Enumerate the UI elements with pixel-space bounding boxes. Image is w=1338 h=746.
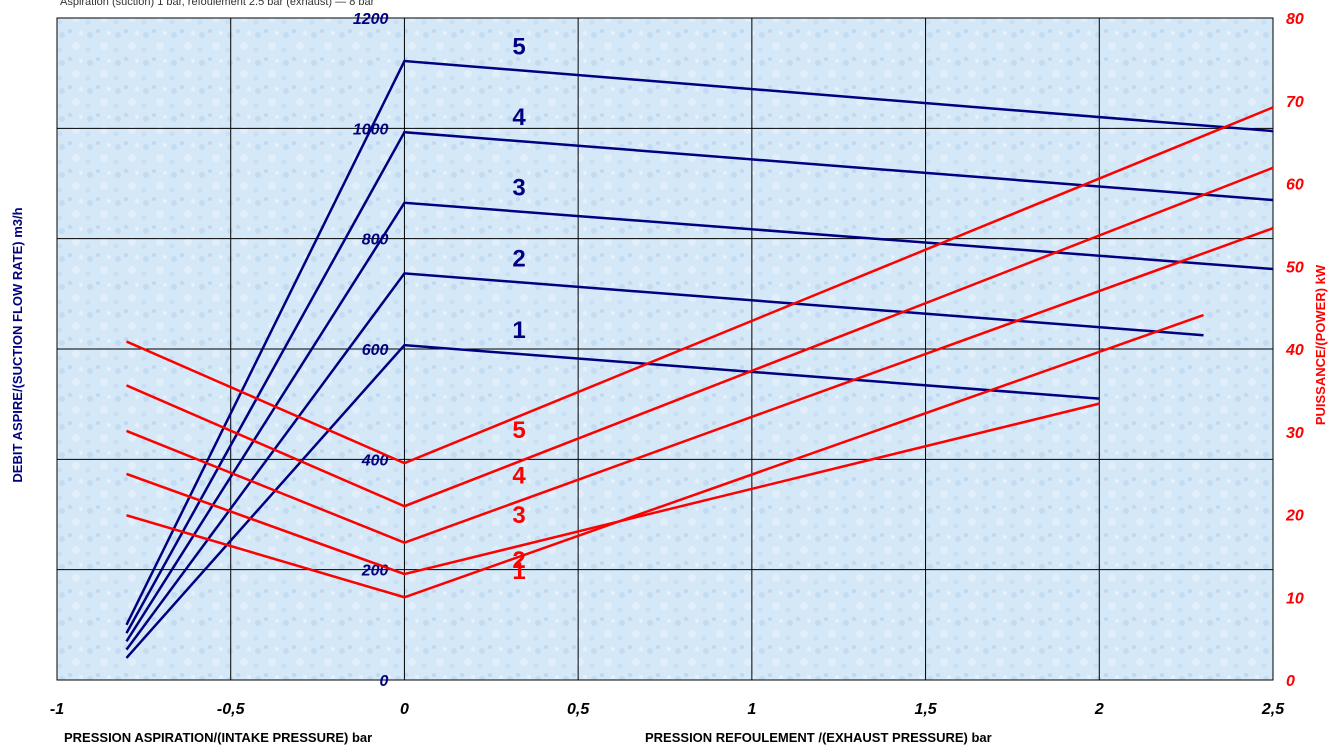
right-y-tick-label: 30 (1286, 425, 1304, 442)
flow-curves (125, 59, 1274, 659)
x-tick-label: -1 (50, 701, 64, 718)
right-y-tick-label: 60 (1286, 177, 1304, 194)
x-tick-label: 2 (1094, 701, 1104, 718)
power-curve-1 (126, 313, 1204, 599)
right-y-tick-label: 10 (1286, 590, 1304, 607)
x-right-axis-title: PRESSION REFOULEMENT /(EXHAUST PRESSURE)… (645, 730, 992, 745)
flow-curve-3 (125, 201, 1274, 643)
flow-curve-label: 1 (512, 317, 525, 344)
power-curves (125, 106, 1274, 599)
x-tick-label: 2,5 (1261, 701, 1285, 718)
x-tick-label: -0,5 (217, 701, 246, 718)
x-axis-ticks: -1 -0,5 0 0,5 1 1,5 2 2,5 (50, 701, 1285, 718)
power-curve-4 (125, 166, 1274, 508)
right-y-tick-label: 80 (1286, 11, 1304, 28)
right-axis-ticks: 0 10 20 30 40 50 60 70 80 (1285, 11, 1304, 690)
power-curve-label: 5 (512, 417, 525, 444)
left-y-tick-label: 400 (361, 452, 389, 469)
x-tick-label: 1,5 (914, 701, 937, 718)
power-curve-2 (126, 402, 1100, 576)
flow-curve-label: 2 (512, 245, 525, 272)
right-y-tick-label: 20 (1285, 508, 1304, 525)
flow-curve-5 (125, 59, 1274, 626)
power-curve-label: 1 (512, 558, 525, 585)
left-y-tick-label: 800 (362, 232, 389, 249)
y-right-axis-title: PUISSANCE/(POWER) kW (1313, 264, 1328, 425)
power-curve-label: 4 (512, 463, 526, 490)
left-y-tick-label: 600 (362, 342, 389, 359)
right-y-tick-label: 0 (1286, 673, 1295, 690)
x-tick-label: 0 (400, 701, 409, 718)
x-tick-label: 1 (747, 701, 756, 718)
left-y-tick-label: 0 (380, 673, 389, 690)
left-y-tick-label: 1200 (353, 11, 389, 28)
power-curve-label: 3 (512, 502, 525, 529)
power-curve-5 (125, 106, 1274, 465)
flow-curve-labels: 1 2 3 4 5 (512, 33, 526, 344)
right-y-tick-label: 40 (1285, 342, 1304, 359)
flow-curve-label: 5 (512, 33, 525, 60)
power-curve-labels: 12 3 4 5 (512, 417, 526, 585)
header-note: Aspiration (suction) 1 bar, refoulement … (60, 0, 375, 8)
flow-curve-4 (125, 130, 1274, 634)
flow-curve-1 (125, 343, 1100, 659)
flow-curve-2 (125, 272, 1204, 651)
y-left-axis-title: DEBIT ASPIRE/(SUCTION FLOW RATE) m3/h (10, 207, 25, 482)
x-left-axis-title: PRESSION ASPIRATION/(INTAKE PRESSURE) ba… (64, 730, 372, 745)
flow-curve-label: 4 (512, 104, 526, 131)
left-y-tick-label: 200 (361, 563, 389, 580)
power-curve-3 (126, 227, 1274, 544)
right-y-tick-label: 70 (1286, 94, 1304, 111)
power-curve-label: 2 (512, 547, 525, 574)
gridlines (57, 18, 1273, 680)
flow-curve-label: 3 (512, 175, 525, 202)
right-y-tick-label: 50 (1286, 259, 1304, 276)
x-tick-label: 0,5 (567, 701, 590, 718)
